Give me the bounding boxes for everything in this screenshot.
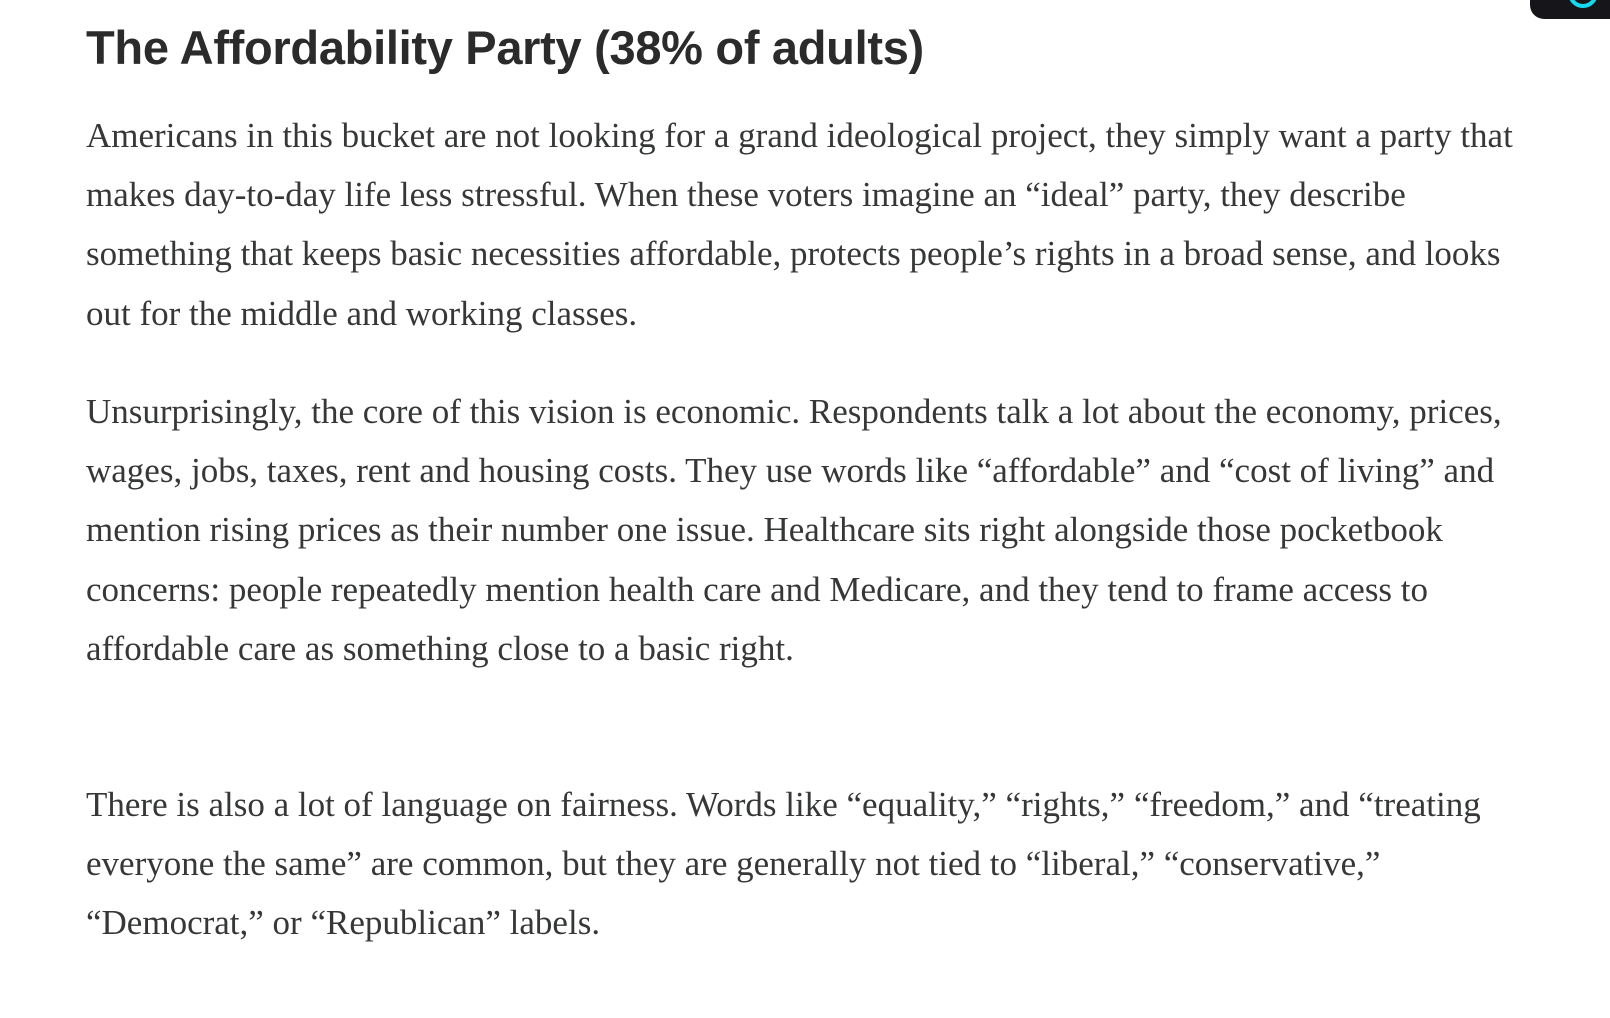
paragraph: There is also a lot of language on fairn…: [86, 785, 1481, 943]
overlay-button[interactable]: [1530, 0, 1610, 19]
ring-icon: [1568, 0, 1598, 8]
paragraph: Unsurprisingly, the core of this vision …: [86, 392, 1502, 668]
section-heading: The Affordability Party (38% of adults): [86, 21, 924, 74]
paragraph: Americans in this bucket are not looking…: [86, 116, 1513, 333]
